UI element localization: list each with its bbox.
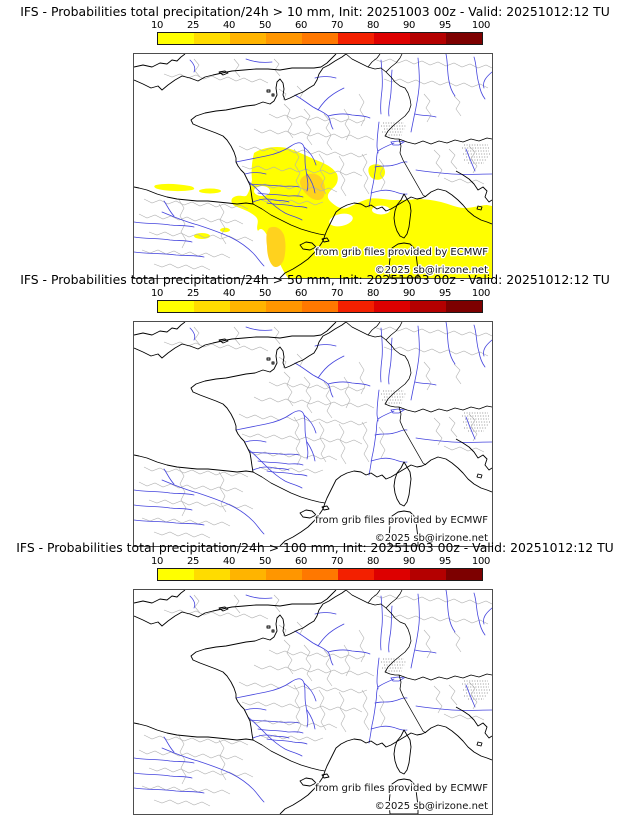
colorbar-segment bbox=[302, 33, 338, 44]
colorbar-tick-label: 95 bbox=[438, 288, 452, 299]
colorbar-tick-label: 25 bbox=[186, 556, 200, 567]
colorbar bbox=[157, 568, 483, 581]
colorbar-tick-label: 70 bbox=[330, 556, 344, 567]
colorbar-tick-label: 40 bbox=[222, 556, 236, 567]
colorbar-tick-label: 50 bbox=[258, 288, 272, 299]
colorbar-tick-label: 40 bbox=[222, 20, 236, 31]
colorbar-tick-labels: 10 25 40 50 60 70 80 90 95 100 bbox=[151, 20, 490, 31]
colorbar-tick-label: 10 bbox=[150, 20, 164, 31]
colorbar-segment bbox=[194, 33, 230, 44]
colorbar-tick-label: 100 bbox=[471, 556, 491, 567]
colorbar-segment bbox=[230, 301, 266, 312]
map-50mm bbox=[133, 321, 493, 547]
colorbar-tick-label: 60 bbox=[294, 20, 308, 31]
colorbar-tick-label: 10 bbox=[150, 556, 164, 567]
colorbar-segment bbox=[230, 33, 266, 44]
colorbar bbox=[157, 300, 483, 313]
colorbar-tick-label: 60 bbox=[294, 556, 308, 567]
colorbar-segment bbox=[266, 569, 302, 580]
colorbar-tick-label: 80 bbox=[366, 288, 380, 299]
colorbar-tick-label: 40 bbox=[222, 288, 236, 299]
colorbar-tick-labels: 10 25 40 50 60 70 80 90 95 100 bbox=[151, 556, 490, 567]
colorbar-segment bbox=[158, 569, 194, 580]
colorbar-tick-label: 25 bbox=[186, 288, 200, 299]
colorbar-tick-label: 90 bbox=[402, 20, 416, 31]
colorbar-segment bbox=[446, 301, 482, 312]
map-panel-100mm: IFS - Probabilities total precipitation/… bbox=[0, 540, 630, 815]
map-title: IFS - Probabilities total precipitation/… bbox=[20, 272, 610, 287]
colorbar-tick-label: 90 bbox=[402, 288, 416, 299]
map-title: IFS - Probabilities total precipitation/… bbox=[20, 4, 610, 19]
colorbar-tick-label: 60 bbox=[294, 288, 308, 299]
colorbar-tick-label: 80 bbox=[366, 556, 380, 567]
colorbar-segment bbox=[374, 33, 410, 44]
colorbar-tick-label: 100 bbox=[471, 288, 491, 299]
colorbar-segment bbox=[374, 301, 410, 312]
map-10mm bbox=[133, 53, 493, 279]
colorbar-tick-label: 90 bbox=[402, 556, 416, 567]
colorbar-segment bbox=[410, 301, 446, 312]
colorbar-tick-label: 70 bbox=[330, 288, 344, 299]
colorbar-segment bbox=[446, 33, 482, 44]
colorbar-segment bbox=[446, 569, 482, 580]
colorbar-segment bbox=[410, 33, 446, 44]
colorbar-segment bbox=[230, 569, 266, 580]
map-title: IFS - Probabilities total precipitation/… bbox=[16, 540, 614, 555]
colorbar-segment bbox=[338, 569, 374, 580]
colorbar-tick-label: 70 bbox=[330, 20, 344, 31]
map-panel-10mm: IFS - Probabilities total precipitation/… bbox=[0, 4, 630, 279]
colorbar-segment bbox=[374, 569, 410, 580]
colorbar-tick-label: 100 bbox=[471, 20, 491, 31]
colorbar-segment bbox=[194, 301, 230, 312]
colorbar-tick-label: 80 bbox=[366, 20, 380, 31]
colorbar-segment bbox=[158, 33, 194, 44]
colorbar-segment bbox=[302, 301, 338, 312]
colorbar-segment bbox=[158, 301, 194, 312]
colorbar-tick-label: 95 bbox=[438, 20, 452, 31]
colorbar-segment bbox=[194, 569, 230, 580]
colorbar-tick-label: 50 bbox=[258, 556, 272, 567]
colorbar-tick-label: 95 bbox=[438, 556, 452, 567]
colorbar-tick-label: 50 bbox=[258, 20, 272, 31]
colorbar-tick-labels: 10 25 40 50 60 70 80 90 95 100 bbox=[151, 288, 490, 299]
colorbar-tick-label: 25 bbox=[186, 20, 200, 31]
map-panel-50mm: IFS - Probabilities total precipitation/… bbox=[0, 272, 630, 547]
colorbar bbox=[157, 32, 483, 45]
colorbar-segment bbox=[266, 301, 302, 312]
colorbar-segment bbox=[338, 33, 374, 44]
colorbar-tick-label: 10 bbox=[150, 288, 164, 299]
colorbar-segment bbox=[266, 33, 302, 44]
colorbar-segment bbox=[302, 569, 338, 580]
colorbar-segment bbox=[410, 569, 446, 580]
map-100mm bbox=[133, 589, 493, 815]
colorbar-segment bbox=[338, 301, 374, 312]
